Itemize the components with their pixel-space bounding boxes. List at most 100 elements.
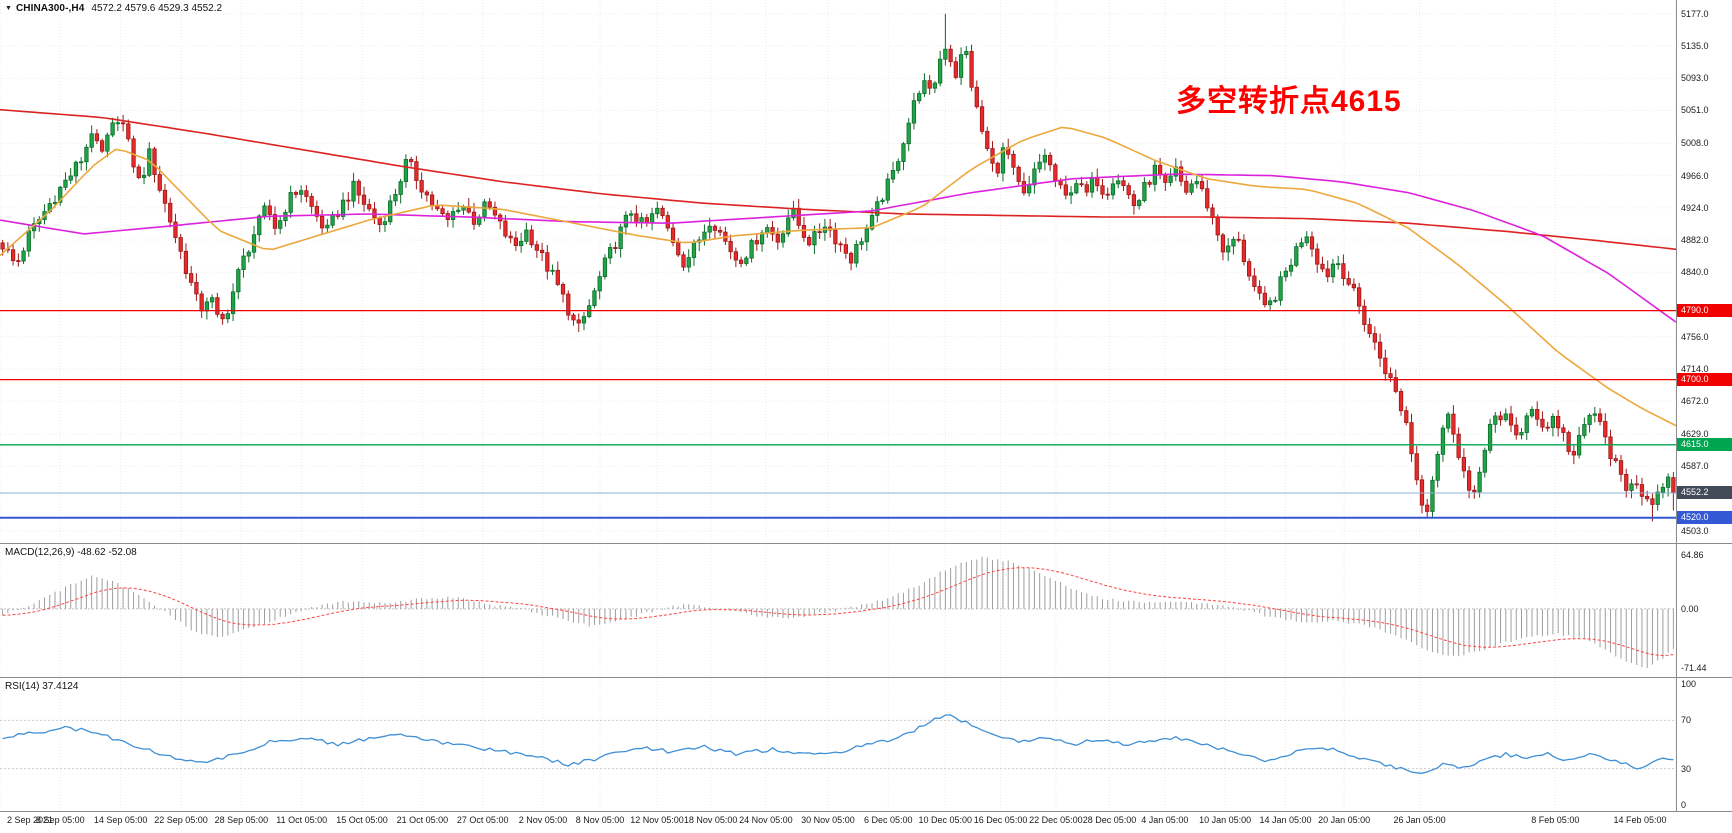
candle-body — [707, 225, 712, 233]
candle-body — [215, 297, 220, 315]
candle-body — [948, 48, 953, 63]
candle-body — [1299, 242, 1304, 248]
candle-body — [927, 80, 932, 89]
candle-body — [660, 207, 665, 216]
ma-fast-orange — [0, 126, 1677, 427]
time-axis-label: 10 Dec 05:00 — [918, 815, 973, 825]
candle-body — [1587, 414, 1592, 425]
candle-body — [1519, 432, 1524, 436]
rsi-indicator-label: RSI(14) 37.4124 — [5, 681, 79, 692]
price-level-badge: 4615.0 — [1677, 438, 1732, 452]
candle-body — [906, 122, 911, 145]
candle-body — [979, 106, 985, 132]
candle-body — [272, 214, 278, 229]
candle-body — [1666, 476, 1671, 488]
time-axis-label: 20 Jan 05:00 — [1318, 815, 1371, 825]
candle-body — [1273, 299, 1278, 302]
candle-body — [749, 240, 754, 259]
candle-body — [1257, 286, 1262, 294]
candle-body — [10, 249, 16, 261]
candle-body — [1236, 238, 1241, 241]
candle-body — [1603, 421, 1608, 438]
candle-body — [1037, 161, 1042, 170]
candle-body — [1503, 413, 1508, 421]
time-axis-label: 27 Oct 05:00 — [456, 815, 509, 825]
time-axis-label: 8 Sep 05:00 — [36, 815, 85, 825]
candle-body — [293, 192, 299, 195]
candle-body — [361, 194, 367, 205]
price-axis-label: 4629.0 — [1681, 429, 1709, 440]
candle-body — [964, 51, 969, 56]
price-axis-label: 4587.0 — [1681, 461, 1709, 472]
candle-body — [833, 229, 838, 245]
candle-body — [1456, 433, 1461, 458]
time-axis-label: 10 Jan 05:00 — [1199, 815, 1252, 825]
candle-body — [1487, 423, 1493, 451]
candle-body — [1550, 415, 1556, 428]
candle-body — [770, 227, 775, 235]
candle-body — [450, 211, 456, 220]
candle-body — [1561, 427, 1566, 433]
candle-body — [487, 201, 492, 208]
candle-body — [126, 123, 131, 140]
candle-body — [440, 208, 445, 215]
candle-body — [560, 284, 566, 295]
candle-body — [733, 251, 738, 261]
candle-body — [848, 252, 854, 264]
candle-body — [529, 229, 534, 246]
time-axis-label: 30 Nov 05:00 — [801, 815, 855, 825]
candle-body — [566, 293, 571, 316]
candle-body — [241, 255, 246, 270]
candle-body — [471, 211, 477, 225]
candle-body — [1398, 391, 1404, 412]
candle-body — [995, 162, 1000, 174]
candle-body — [110, 122, 115, 136]
candle-body — [319, 215, 325, 229]
time-axis-label: 14 Jan 05:00 — [1259, 815, 1312, 825]
candle-body — [534, 244, 539, 251]
candle-body — [1639, 484, 1645, 497]
time-axis-label: 21 Oct 05:00 — [396, 815, 449, 825]
candle-body — [1173, 166, 1178, 177]
candle-body — [581, 316, 587, 324]
macd-axis-label: 0.00 — [1681, 603, 1699, 614]
candle-body — [1194, 181, 1199, 185]
candle-body — [1205, 188, 1210, 209]
rsi-axis-label: 0 — [1681, 799, 1687, 810]
candle-body — [1226, 245, 1231, 253]
candle-body — [456, 209, 461, 212]
price-axis-label: 4714.0 — [1681, 363, 1709, 374]
candle-body — [503, 220, 508, 237]
candle-body — [780, 233, 786, 243]
candle-body — [1372, 333, 1377, 343]
candle-body — [68, 175, 73, 181]
candle-body — [236, 269, 241, 293]
candle-body — [958, 54, 964, 78]
price-axis-label: 4882.0 — [1681, 235, 1709, 246]
candle-body — [602, 257, 608, 277]
candle-body — [1247, 261, 1252, 277]
macd-histogram — [2, 556, 1674, 669]
candle-body — [1063, 184, 1068, 196]
candle-body — [519, 240, 524, 247]
candle-body — [1304, 236, 1309, 244]
symbol-dropdown-icon[interactable]: ▼ — [5, 5, 12, 12]
candle-body — [1493, 415, 1498, 425]
candle-body — [1446, 413, 1451, 429]
candle-body — [1362, 305, 1367, 325]
candle-body — [1074, 183, 1079, 194]
price-axis-label: 4966.0 — [1681, 170, 1709, 181]
candle-body — [911, 100, 917, 124]
candle-body — [1414, 453, 1419, 481]
candle-body — [801, 225, 807, 238]
time-axis-label: 15 Oct 05:00 — [336, 815, 388, 825]
candle-body — [508, 235, 513, 239]
time-axis-label: 26 Jan 05:00 — [1393, 815, 1446, 825]
candle-body — [1294, 246, 1299, 266]
candle-body — [1016, 166, 1021, 182]
candle-body — [885, 178, 890, 201]
time-axis-label: 18 Nov 05:00 — [683, 815, 738, 825]
price-axis-label: 5135.0 — [1681, 41, 1709, 52]
annotation-text: 多空转折点4615 — [1176, 85, 1402, 118]
